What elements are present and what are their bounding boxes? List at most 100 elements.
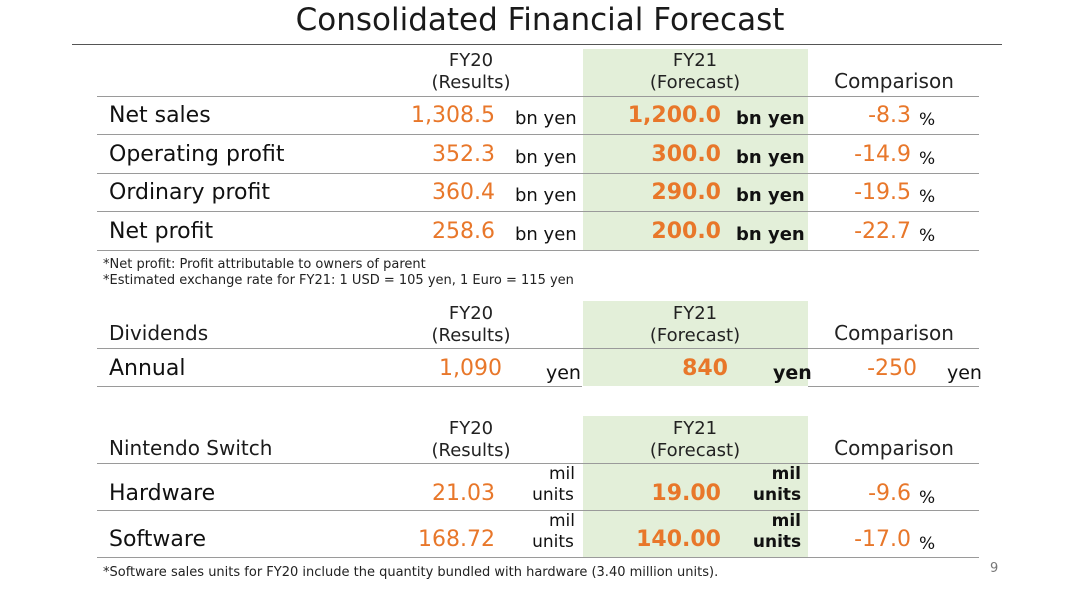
fy21-unit: bn yen [736,224,805,245]
comparison-unit: % [919,534,936,554]
row-label: Operating profit [109,142,285,167]
fy20-header: FY20 (Results) [411,50,531,94]
row-divider [97,211,979,212]
comparison-unit: % [919,488,936,508]
row-divider [97,463,979,464]
fy20-unit-line1: mil [548,511,575,531]
dividends-fy20-header: FY20 (Results) [411,303,531,347]
fy20-unit: bn yen [515,147,577,168]
footnote-software-units: *Software sales units for FY20 include t… [103,565,719,580]
row-divider [97,386,582,387]
fy20-header-year: FY20 [448,418,494,439]
fy20-unit: mil units [527,511,579,553]
switch-section-label: Nintendo Switch [109,436,273,460]
fy20-value: 352.3 [432,142,495,167]
comparison-unit: % [919,110,936,130]
fy21-value: 290.0 [651,180,721,205]
fy20-value: 1,090 [439,356,502,381]
comparison-value: -19.5 [854,180,911,205]
dividends-comparison-header: Comparison [834,321,954,345]
fy21-header-type: (Forecast) [649,325,741,346]
fy20-header-type: (Results) [431,325,511,346]
comparison-unit: yen [947,362,982,384]
fy21-header-year: FY21 [672,50,718,71]
fy21-unit: bn yen [736,185,805,206]
row-divider [97,250,979,251]
row-label: Net sales [109,103,211,128]
fy21-value: 300.0 [651,142,721,167]
comparison-unit: % [919,226,936,246]
fy20-value: 168.72 [418,527,495,552]
fy20-unit-line2: units [532,485,574,505]
fy21-header: FY21 (Forecast) [635,50,755,94]
dividends-fy21-header: FY21 (Forecast) [635,303,755,347]
fy20-unit-line1: mil [548,464,575,484]
fy20-header-year: FY20 [448,50,494,71]
comparison-value: -9.6 [868,481,911,506]
fy21-value: 1,200.0 [627,103,721,128]
table-row-annual-dividend: Annual 1,090 yen 840 yen -250 yen [97,354,982,386]
fy21-header-year: FY21 [672,418,718,439]
footnote-net-profit: *Net profit: Profit attributable to owne… [103,257,426,272]
fy20-value: 258.6 [432,219,495,244]
fy21-unit: mil units [749,464,805,506]
comparison-value: -22.7 [854,219,911,244]
comparison-value: -17.0 [854,527,911,552]
comparison-value: -14.9 [854,142,911,167]
fy21-value: 840 [682,356,728,381]
dividends-section-label: Dividends [109,321,209,345]
fy21-unit-line1: mil [771,464,801,484]
switch-fy20-header: FY20 (Results) [411,418,531,462]
fy21-header-type: (Forecast) [649,440,741,461]
switch-comparison-header: Comparison [834,436,954,460]
fy21-unit-line1: mil [771,511,801,531]
page-title: Consolidated Financial Forecast [295,2,785,38]
fy20-unit: bn yen [515,224,577,245]
page-number: 9 [990,561,999,576]
fy20-unit: yen [546,362,581,384]
fy20-value: 1,308.5 [411,103,495,128]
table-row-operating-profit: Operating profit 352.3 bn yen 300.0 bn y… [97,140,979,172]
fy21-unit: bn yen [736,108,805,129]
fy21-header-year: FY21 [672,303,718,324]
forecast-band-top [583,49,808,250]
fy21-unit: mil units [749,511,805,553]
fy20-header-type: (Results) [431,72,511,93]
row-label: Annual [109,356,186,381]
fy21-header-type: (Forecast) [649,72,741,93]
row-divider [97,134,979,135]
row-label: Net profit [109,219,214,244]
fy20-header-year: FY20 [448,303,494,324]
fy20-unit: bn yen [515,108,577,129]
row-label: Ordinary profit [109,180,271,205]
table-row-software: Software 168.72 mil units 140.00 mil uni… [97,511,979,557]
fy20-unit-line2: units [532,532,574,552]
footnote-exchange-rate: *Estimated exchange rate for FY21: 1 USD… [103,273,574,288]
row-divider [808,386,979,387]
fy20-value: 360.4 [432,180,495,205]
fy21-value: 200.0 [651,219,721,244]
forecast-band-switch [583,416,808,557]
title-divider [72,44,1002,45]
fy20-value: 21.03 [432,481,495,506]
row-divider [97,96,979,97]
fy20-unit: bn yen [515,185,577,206]
row-divider [97,348,979,349]
table-row-net-profit: Net profit 258.6 bn yen 200.0 bn yen -22… [97,217,979,249]
fy20-header-type: (Results) [431,440,511,461]
table-row-hardware: Hardware 21.03 mil units 19.00 mil units… [97,464,979,510]
fy21-unit: yen [773,362,812,384]
table-row-ordinary-profit: Ordinary profit 360.4 bn yen 290.0 bn ye… [97,178,979,210]
comparison-header: Comparison [834,69,954,93]
row-divider [97,510,979,511]
fy21-unit-line2: units [752,532,802,552]
fy20-unit: mil units [527,464,579,506]
comparison-unit: % [919,149,936,169]
table-row-net-sales: Net sales 1,308.5 bn yen 1,200.0 bn yen … [97,101,979,133]
forecast-band-dividends [583,301,808,386]
row-label: Hardware [109,481,216,506]
switch-fy21-header: FY21 (Forecast) [635,418,755,462]
row-label: Software [109,527,206,552]
comparison-value: -250 [867,356,917,381]
comparison-unit: % [919,187,936,207]
